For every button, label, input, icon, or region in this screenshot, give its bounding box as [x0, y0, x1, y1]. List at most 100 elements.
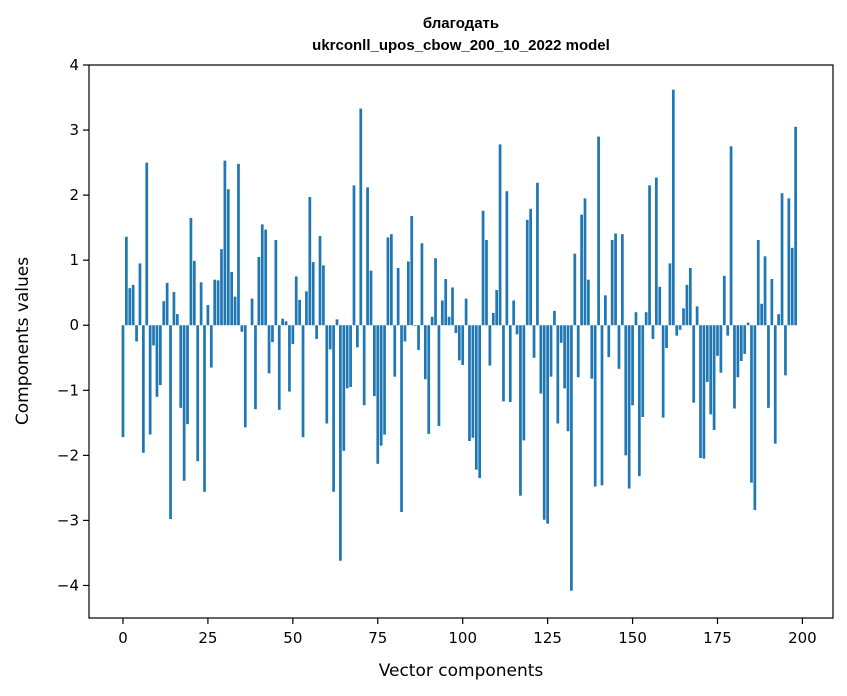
bar: [794, 126, 797, 326]
x-tick-label: 50: [283, 629, 302, 647]
bar: [209, 325, 213, 368]
bar: [142, 325, 145, 453]
bar: [498, 144, 502, 326]
bar: [379, 325, 383, 446]
bar: [661, 325, 665, 418]
bar: [651, 325, 655, 339]
bar: [369, 270, 373, 326]
bar: [559, 325, 563, 343]
bar: [196, 325, 200, 462]
x-tick-label: 125: [533, 629, 562, 647]
bar: [716, 325, 719, 356]
bar: [593, 325, 597, 487]
bar: [457, 325, 461, 361]
bar: [162, 301, 166, 326]
bar: [773, 325, 777, 444]
bar: [610, 240, 614, 326]
bar: [451, 287, 454, 326]
bar: [542, 325, 546, 520]
bar: [468, 325, 471, 442]
bar: [257, 256, 261, 326]
bar: [339, 325, 342, 561]
bar: [359, 108, 363, 326]
bar: [512, 300, 516, 326]
bar: [617, 325, 621, 369]
bar: [478, 325, 482, 479]
y-tick-label: 4: [69, 56, 79, 74]
y-tick-label: −4: [57, 576, 79, 594]
bar: [709, 325, 713, 415]
bar: [641, 325, 645, 417]
bar: [226, 189, 230, 326]
bar: [695, 306, 699, 326]
bar: [563, 325, 566, 389]
bar: [447, 316, 451, 326]
plot-area-frame: [88, 64, 834, 619]
bar: [444, 279, 448, 326]
bar: [525, 219, 529, 326]
bar: [627, 325, 631, 489]
bar: [573, 253, 577, 326]
bar: [767, 325, 770, 408]
bar: [186, 325, 189, 425]
bar: [722, 275, 726, 326]
bar: [131, 284, 135, 326]
bar: [362, 325, 366, 406]
y-axis-ticks: −4 −3 −2 −1 0 1 2 3 4: [57, 56, 89, 594]
y-tick-label: −2: [57, 446, 79, 464]
x-tick-label: 175: [703, 629, 732, 647]
bar: [342, 325, 346, 451]
bar: [271, 325, 274, 343]
bar: [213, 279, 217, 326]
bar: [634, 312, 638, 326]
y-tick-label: 2: [69, 186, 79, 204]
bar: [488, 325, 492, 366]
bar: [549, 325, 553, 377]
bar: [396, 267, 400, 326]
bar: [726, 325, 730, 336]
bar: [328, 325, 332, 350]
bar: [682, 308, 685, 326]
bar: [753, 325, 757, 511]
bar: [712, 325, 716, 430]
bar: [532, 325, 536, 358]
bar: [692, 325, 696, 403]
bar: [345, 325, 349, 389]
bar-series: [121, 89, 797, 591]
bar: [675, 325, 679, 336]
bar: [240, 325, 244, 332]
bar: [539, 325, 543, 394]
bar: [288, 325, 291, 392]
bar: [688, 267, 692, 326]
bar: [678, 325, 682, 330]
bar: [777, 314, 780, 326]
bar: [604, 295, 607, 326]
bar: [267, 325, 271, 374]
bar: [481, 210, 485, 326]
bar: [413, 325, 417, 326]
bar: [519, 325, 522, 496]
bar: [495, 290, 499, 326]
bar: [291, 325, 295, 345]
bar: [165, 282, 169, 326]
x-tick-label: 150: [618, 629, 647, 647]
bar: [121, 325, 125, 438]
bar: [556, 325, 560, 424]
bar: [719, 325, 723, 373]
bar: [298, 299, 301, 326]
bar: [427, 325, 431, 434]
bar: [553, 310, 556, 326]
bar: [383, 325, 386, 435]
bar: [281, 318, 284, 326]
y-tick-label: 0: [69, 316, 79, 334]
bar: [400, 325, 403, 512]
bar: [668, 263, 672, 326]
bar: [746, 322, 750, 326]
bar: [699, 325, 702, 458]
bar: [237, 163, 240, 326]
bar: [308, 197, 312, 326]
bar: [230, 271, 234, 326]
bar: [192, 260, 196, 326]
bar: [648, 185, 651, 326]
